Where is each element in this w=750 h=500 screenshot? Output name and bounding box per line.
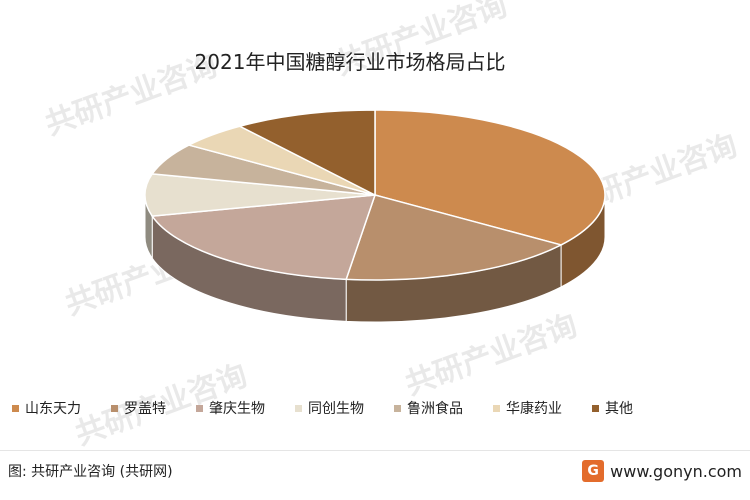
legend-item: 山东天力 — [12, 398, 81, 418]
chart-title: 2021年中国糖醇行业市场格局占比 — [194, 50, 506, 74]
pie-slice-山东天力 — [374, 109, 606, 246]
legend-item: 华康药业 — [493, 398, 562, 418]
legend-item: 同创生物 — [295, 398, 364, 418]
pie-slice-罗盖特 — [345, 194, 564, 281]
pie-slice-其他 — [237, 109, 376, 197]
legend-label: 肇庆生物 — [209, 401, 265, 417]
legend-item: 鲁洲食品 — [394, 398, 463, 418]
legend-swatch — [592, 404, 599, 412]
legend-swatch — [111, 404, 118, 412]
legend-label: 同创生物 — [308, 401, 364, 417]
legend-label: 华康药业 — [506, 401, 562, 417]
legend-item: 其他 — [592, 398, 633, 418]
pie-chart — [144, 109, 606, 323]
pie-side-walls — [144, 194, 606, 323]
legend-label: 山东天力 — [25, 401, 81, 417]
legend-swatch — [12, 404, 19, 412]
legend-swatch — [493, 404, 500, 412]
pie-slice-肇庆生物 — [150, 194, 377, 281]
legend-label: 其他 — [605, 401, 633, 417]
site-link[interactable]: G www.gonyn.com — [582, 460, 742, 482]
legend-swatch — [295, 404, 302, 412]
legend-swatch — [394, 404, 401, 412]
legend-item: 罗盖特 — [111, 398, 166, 418]
legend-label: 罗盖特 — [124, 401, 166, 417]
legend-item: 肇庆生物 — [196, 398, 265, 418]
pie-slice-同创生物 — [144, 173, 376, 217]
source-note: 图: 共研产业咨询 (共研网) — [8, 464, 173, 480]
source-bar: 图: 共研产业咨询 (共研网) G www.gonyn.com — [0, 450, 750, 493]
site-url: www.gonyn.com — [610, 461, 742, 481]
pie-top-faces — [144, 109, 606, 281]
legend-swatch — [196, 404, 203, 412]
gonyn-logo-icon: G — [582, 460, 605, 482]
chart-legend: 山东天力 罗盖特 肇庆生物 同创生物 鲁洲食品 华康药业 其他 — [12, 398, 750, 418]
legend-label: 鲁洲食品 — [407, 401, 463, 417]
